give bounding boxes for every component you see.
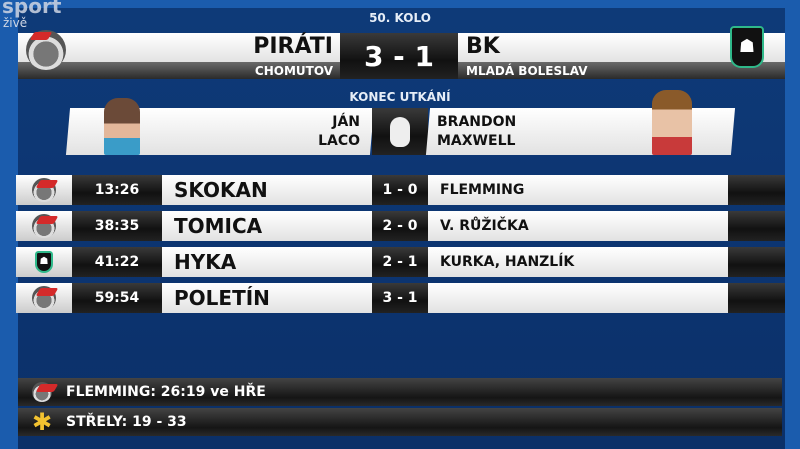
goal-score: 2 - 1 bbox=[372, 247, 428, 277]
goal-assists: KURKA, HANZLÍK bbox=[428, 247, 728, 277]
goal-row: 59:54 POLETÍN 3 - 1 bbox=[16, 283, 785, 313]
goal-time: 59:54 bbox=[72, 283, 162, 313]
round-label: 50. KOLO bbox=[369, 11, 431, 25]
goal-assists: V. RŮŽIČKA bbox=[428, 211, 728, 241]
home-team-name: PIRÁTI bbox=[253, 34, 333, 59]
first-name: BRANDON bbox=[437, 114, 517, 130]
goal-score: 1 - 0 bbox=[372, 175, 428, 205]
info-text: FLEMMING: 26:19 ve HŘE bbox=[66, 384, 266, 400]
goal-assists bbox=[428, 283, 728, 313]
home-team-city: CHOMUTOV bbox=[254, 64, 333, 78]
match-status: KONEC UTKÁNÍ bbox=[349, 90, 451, 104]
goal-row: 13:26 SKOKAN 1 - 0 FLEMMING bbox=[16, 175, 785, 205]
last-name: LACO bbox=[318, 133, 360, 149]
last-name: MAXWELL bbox=[437, 133, 516, 149]
home-team-panel bbox=[18, 33, 340, 63]
star-icon: ✱ bbox=[31, 408, 53, 436]
pirati-logo-icon bbox=[16, 211, 72, 241]
goal-time: 41:22 bbox=[72, 247, 162, 277]
goal-score: 2 - 0 bbox=[372, 211, 428, 241]
goal-scorer: TOMICA bbox=[162, 211, 372, 241]
info-bar-toi: FLEMMING: 26:19 ve HŘE bbox=[18, 378, 782, 406]
live-label: živě bbox=[3, 16, 28, 30]
goal-scorer: SKOKAN bbox=[162, 175, 372, 205]
score: 3 - 1 bbox=[340, 33, 458, 79]
goal-row: ☗ 41:22 HYKA 2 - 1 KURKA, HANZLÍK bbox=[16, 247, 785, 277]
away-team-city: MLADÁ BOLESLAV bbox=[466, 64, 588, 78]
home-logo-icon bbox=[26, 30, 66, 70]
goal-score: 3 - 1 bbox=[372, 283, 428, 313]
first-name: JÁN bbox=[332, 114, 360, 130]
goal-scorer: POLETÍN bbox=[162, 283, 372, 313]
goal-assists: FLEMMING bbox=[428, 175, 728, 205]
home-goalie-photo bbox=[104, 98, 140, 155]
goal-time: 13:26 bbox=[72, 175, 162, 205]
away-logo-icon: ☗ bbox=[730, 26, 764, 68]
away-goalie-name: BRANDON MAXWELL bbox=[437, 113, 516, 151]
home-goalie-name: JÁN LACO bbox=[200, 113, 360, 151]
pirati-logo-icon bbox=[16, 175, 72, 205]
away-team-name: BK bbox=[466, 34, 500, 59]
away-goalie-photo bbox=[652, 90, 692, 155]
info-bar-shots: ✱ STŘELY: 19 - 33 bbox=[18, 408, 782, 436]
goal-row: 38:35 TOMICA 2 - 0 V. RŮŽIČKA bbox=[16, 211, 785, 241]
goal-scorer: HYKA bbox=[162, 247, 372, 277]
info-text: STŘELY: 19 - 33 bbox=[66, 414, 187, 430]
goalie-mask-icon bbox=[372, 108, 428, 155]
channel-logo: sport bbox=[2, 0, 62, 18]
pirati-logo-icon bbox=[16, 283, 72, 313]
pirati-logo-icon bbox=[18, 382, 66, 402]
goal-time: 38:35 bbox=[72, 211, 162, 241]
bk-logo-icon: ☗ bbox=[16, 247, 72, 277]
